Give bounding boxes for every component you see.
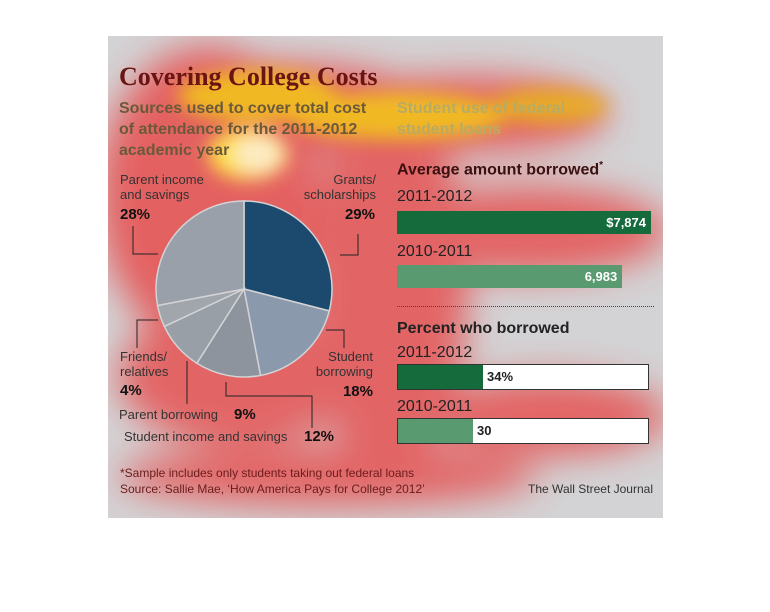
percent-bar-2011-2012 bbox=[398, 365, 483, 389]
pie-pct-grants: 29% bbox=[344, 206, 375, 223]
publisher-credit: The Wall Street Journal bbox=[528, 482, 653, 496]
percent-track-2011-2012: 34% bbox=[397, 364, 649, 390]
leader-line-friends bbox=[136, 319, 158, 348]
leader-line-parent-income bbox=[132, 226, 158, 255]
pie-pct-parent-borrowing: 9% bbox=[234, 406, 256, 423]
footnote: *Sample includes only students taking ou… bbox=[120, 466, 425, 496]
average-borrowed-title: Average amount borrowed* bbox=[397, 160, 604, 179]
average-year-2010-2011: 2010-2011 bbox=[397, 243, 473, 260]
percent-bar-value-2011-2012: 34% bbox=[487, 369, 514, 384]
pie-pct-student-borrowing: 18% bbox=[342, 383, 373, 400]
leader-line-student-borrowing bbox=[326, 329, 345, 348]
pie-label-friends: Friends/ relatives bbox=[120, 349, 169, 379]
percent-track-2010-2011: 30 bbox=[397, 418, 649, 444]
pie-pct-student-income: 12% bbox=[304, 428, 335, 445]
pie-label-student-income: Student income and savings bbox=[124, 429, 288, 444]
percent-year-2011-2012: 2011-2012 bbox=[397, 344, 473, 361]
average-year-2011-2012: 2011-2012 bbox=[397, 188, 473, 205]
percent-bar-2010-2011 bbox=[398, 419, 473, 443]
pie-label-student-borrowing: Student borrowing bbox=[315, 349, 373, 379]
pie-label-parent-income: Parent income and savings bbox=[120, 172, 204, 202]
leader-line-grants bbox=[340, 234, 359, 256]
percent-bar-value-2010-2011: 30 bbox=[477, 423, 492, 438]
pie-label-grants: Grants/ scholarships bbox=[303, 172, 376, 202]
pie-slice-parent-income bbox=[155, 200, 245, 307]
average-bar-value-2010-2011: 6,983 bbox=[584, 269, 618, 284]
average-bar-value-2011-2012: $7,874 bbox=[606, 215, 646, 230]
pie-pct-parent-income: 28% bbox=[120, 206, 151, 223]
average-bar-2011-2012: $7,874 bbox=[397, 211, 651, 234]
infographic: Covering College Costs Sources used to c… bbox=[108, 36, 663, 518]
pie-pct-friends: 4% bbox=[120, 382, 142, 399]
percent-year-2010-2011: 2010-2011 bbox=[397, 398, 473, 415]
percent-borrowed-title: Percent who borrowed bbox=[397, 320, 570, 337]
average-bar-2010-2011: 6,983 bbox=[397, 265, 623, 288]
pie-label-parent-borrowing: Parent borrowing bbox=[119, 407, 218, 422]
section-divider bbox=[397, 306, 654, 307]
